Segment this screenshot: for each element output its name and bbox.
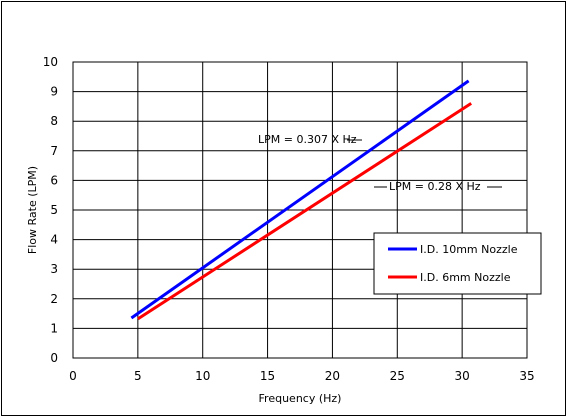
x-axis-label: Frequency (Hz) [259,392,342,405]
x-tick-label: 10 [195,369,210,383]
annotation-red-equation: LPM = 0.28 X Hz [389,180,481,193]
series-line-blue [130,79,470,320]
y-tick-label: 0 [50,351,58,365]
x-tick-label: 30 [455,369,470,383]
x-tick-label: 20 [325,369,340,383]
y-tick-labels: 0 1 2 3 4 5 6 7 8 9 10 [43,55,58,365]
y-tick-label: 3 [50,262,58,276]
annotation-blue-equation: LPM = 0.307 X Hz [258,133,357,146]
y-axis-label: Flow Rate (LPM) [26,166,39,254]
series-lines [130,79,473,321]
y-tick-label: 1 [50,321,58,335]
x-tick-label: 25 [390,369,405,383]
y-tick-label: 7 [50,144,58,158]
grid-lines [72,61,528,359]
y-tick-label: 6 [50,173,58,187]
legend-box [373,232,542,295]
x-tick-label: 5 [134,369,142,383]
y-tick-label: 9 [50,85,58,99]
y-tick-label: 2 [50,292,58,306]
x-tick-label: 35 [519,369,534,383]
plot-area-border [72,61,528,359]
y-tick-label: 4 [50,233,58,247]
y-tick-label: 10 [43,55,58,69]
legend-label-blue: I.D. 10mm Nozzle [420,243,518,256]
legend-label-red: I.D. 6mm Nozzle [420,271,511,284]
x-tick-labels: 0 5 10 15 20 25 30 35 [69,369,534,383]
legend: I.D. 10mm Nozzle I.D. 6mm Nozzle [373,232,542,295]
series-line-red [137,102,473,321]
x-tick-label: 15 [260,369,275,383]
y-tick-label: 5 [50,203,58,217]
y-tick-label: 8 [50,114,58,128]
x-tick-label: 0 [69,369,77,383]
